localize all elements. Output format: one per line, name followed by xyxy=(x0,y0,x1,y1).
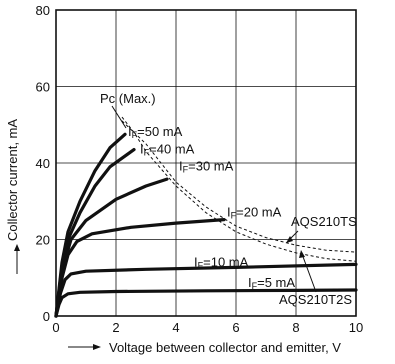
tick-labels: 0 2 4 6 8 10 0 20 40 60 80 xyxy=(36,3,364,335)
curve-label-subscript: F xyxy=(183,165,189,175)
curve-label-value: =50 mA xyxy=(137,124,182,139)
x-tick-label: 2 xyxy=(112,320,119,335)
aqs210ts-label: AQS210TS xyxy=(291,214,357,229)
curve-label-main: I xyxy=(194,254,198,269)
aqs210t2s-leader xyxy=(301,253,317,293)
x-tick-label: 6 xyxy=(232,320,239,335)
x-tick-label: 10 xyxy=(349,320,363,335)
power-limit-curves xyxy=(121,116,357,262)
curve-label-main: I xyxy=(128,124,132,139)
plot-frame xyxy=(55,9,357,317)
y-tick-label: 20 xyxy=(36,233,50,248)
curve-label-main: I xyxy=(227,205,231,220)
pc-max-leader xyxy=(111,105,127,129)
x-axis-arrow xyxy=(68,344,101,350)
x-axis-title: Voltage between collector and emitter, V xyxy=(109,340,341,355)
curve-label: IF=40 mA xyxy=(140,141,195,157)
aqs210t2s-leader-arrow xyxy=(299,250,305,258)
y-axis-title-group: Collector current, mA xyxy=(5,119,20,241)
curve-label-value: =20 mA xyxy=(236,205,281,220)
y-tick-label: 80 xyxy=(36,3,50,18)
curve-label-subscript: F xyxy=(252,281,258,291)
power-limit-aqs210t2s xyxy=(121,116,357,262)
grid xyxy=(56,10,356,316)
characteristic-curves xyxy=(54,132,358,318)
aqs210t2s-label: AQS210T2S xyxy=(279,292,352,307)
curve-label-main: I xyxy=(248,275,252,290)
curve-label-main: I xyxy=(140,141,144,156)
x-tick-label: 0 xyxy=(52,320,59,335)
curve-label-main: I xyxy=(179,159,183,174)
curve-label: IF=10 mA xyxy=(194,254,249,270)
curve-label: IF=30 mA xyxy=(179,159,234,175)
x-tick-label: 8 xyxy=(292,320,299,335)
curve-label: IF=20 mA xyxy=(227,205,282,221)
curve-label-value: =30 mA xyxy=(188,159,233,174)
power-limit-aqs210ts xyxy=(121,120,357,253)
curve-if-50-ma xyxy=(54,132,127,318)
curve-label-subscript: F xyxy=(144,147,150,157)
curve-label-subscript: F xyxy=(231,211,237,221)
curve-label-subscript: F xyxy=(198,260,204,270)
y-axis-title: Collector current, mA xyxy=(5,119,20,241)
curve-label-value: =10 mA xyxy=(203,254,248,269)
curve-label-value: =5 mA xyxy=(257,275,295,290)
y-tick-label: 60 xyxy=(36,80,50,95)
y-tick-label: 40 xyxy=(36,156,50,171)
curve-label: IF=5 mA xyxy=(248,275,295,291)
curve-label: IF=50 mA xyxy=(128,124,183,140)
aqs210ts-leader-arrow xyxy=(286,236,293,243)
y-tick-label: 0 xyxy=(43,309,50,324)
curve-label-value: =40 mA xyxy=(149,141,194,156)
pc-max-label: Pc (Max.) xyxy=(100,91,156,106)
curve-label-subscript: F xyxy=(132,130,138,140)
y-axis-arrow xyxy=(14,244,20,274)
x-tick-label: 4 xyxy=(172,320,179,335)
